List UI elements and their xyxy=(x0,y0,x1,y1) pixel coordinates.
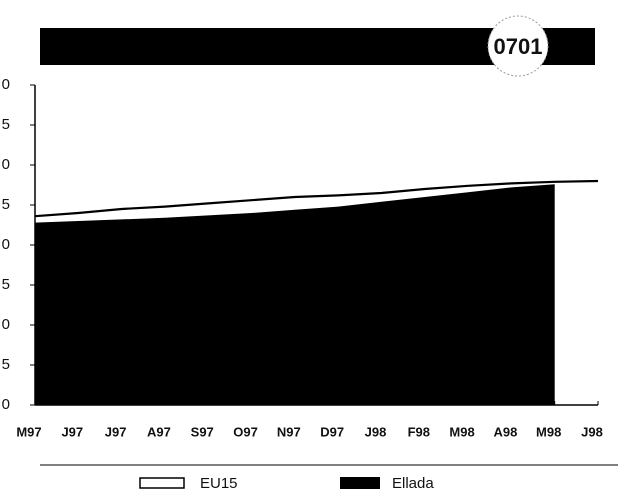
x-tick-label: J98 xyxy=(581,424,603,439)
y-tick-label: 5 xyxy=(2,356,10,373)
line xyxy=(34,179,599,218)
x-tick-label: S97 xyxy=(191,424,214,439)
x-tick-label: J97 xyxy=(105,424,127,439)
y-tick-label: 0 xyxy=(2,76,10,93)
area xyxy=(35,184,555,405)
x-tick-label: F98 xyxy=(408,424,430,439)
y-tick-label: 0 xyxy=(2,236,10,253)
y-tick-label: 5 xyxy=(2,276,10,293)
legend-swatch xyxy=(340,477,380,489)
x-tick-label: N97 xyxy=(277,424,301,439)
y-tick-label: 5 xyxy=(2,196,10,213)
y-tick-label: 5 xyxy=(2,116,10,133)
stamp-circle xyxy=(487,15,549,77)
x-tick-label: J97 xyxy=(61,424,83,439)
x-tick-label: O97 xyxy=(233,424,258,439)
y-tick-label: 0 xyxy=(2,316,10,333)
x-tick-label: M98 xyxy=(536,424,561,439)
legend-swatch xyxy=(139,477,185,489)
x-tick-label: A97 xyxy=(147,424,171,439)
x-tick-label: M97 xyxy=(16,424,41,439)
y-tick-label: 0 xyxy=(2,156,10,173)
x-tick-label: D97 xyxy=(320,424,344,439)
y-tick-label: 0 xyxy=(2,396,10,413)
legend-label: Ellada xyxy=(392,475,434,492)
x-tick-label: M98 xyxy=(449,424,474,439)
x-tick-label: A98 xyxy=(493,424,517,439)
x-tick-label: J98 xyxy=(365,424,387,439)
legend-label: EU15 xyxy=(200,475,238,492)
stamp: 0701 xyxy=(494,34,543,59)
